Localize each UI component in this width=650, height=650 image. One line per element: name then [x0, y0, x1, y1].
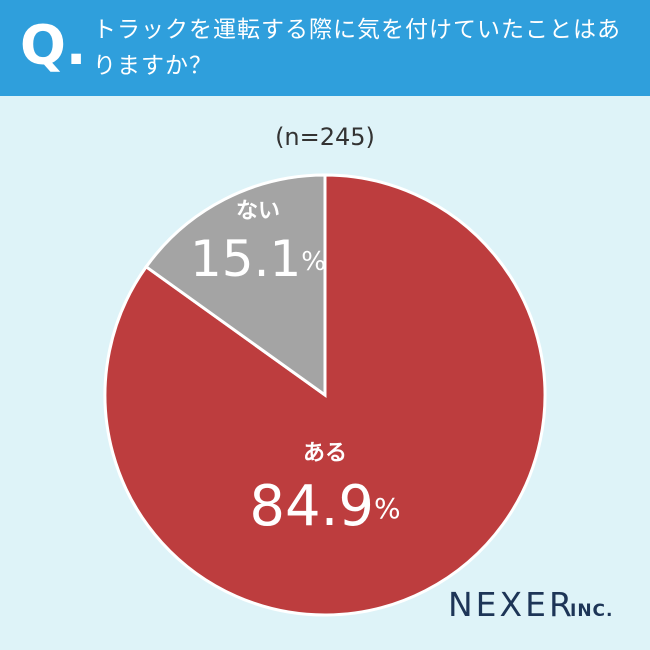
- slice-value-label: 15.1%: [190, 230, 326, 288]
- chart: (n=245) ある 84.9% ない 15.1% NEXER INC.: [103, 123, 614, 624]
- subtitle: (n=245): [275, 123, 375, 151]
- brand: NEXER: [448, 585, 575, 624]
- slice-name: ない: [236, 199, 280, 224]
- header: Q. トラックを運転する際に気を付けていたことはありますか？: [0, 0, 650, 96]
- slice-value-label: 84.9%: [249, 474, 400, 539]
- brand-suffix: INC.: [570, 601, 614, 621]
- slice-name: ある: [303, 441, 347, 466]
- chart-title: トラックを運転する際に気を付けていたことはありますか？: [93, 17, 621, 79]
- pie: ある 84.9% ない 15.1%: [103, 173, 547, 617]
- pie-slice: [144, 173, 327, 398]
- question-label: Q.: [20, 14, 87, 77]
